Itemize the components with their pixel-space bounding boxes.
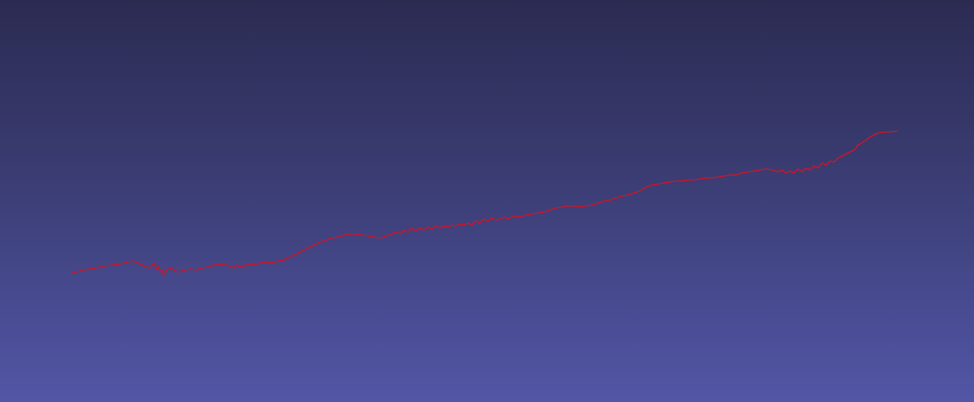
trajectory-path	[71, 130, 898, 276]
